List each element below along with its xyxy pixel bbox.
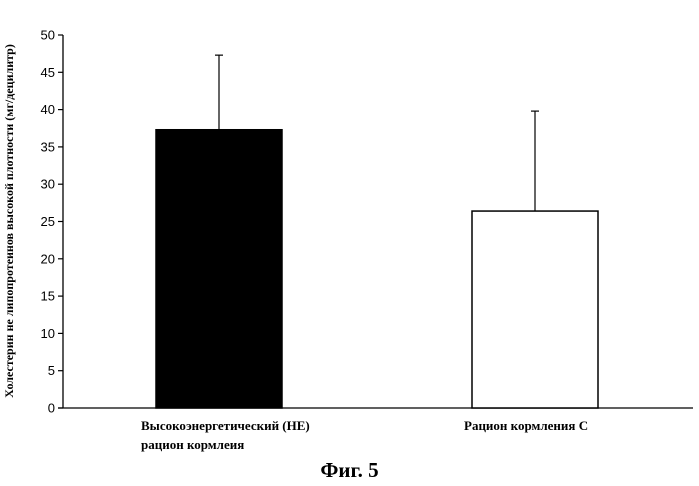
y-tick-label: 10 xyxy=(41,326,55,341)
y-tick-label: 25 xyxy=(41,214,55,229)
y-tick-label: 50 xyxy=(41,28,55,43)
plot-area: 0 5 10 15 20 25 30 35 40 45 50 Высокоэнергетический… xyxy=(2,28,693,453)
y-tick-label: 45 xyxy=(41,65,55,80)
bar-chart: 0 5 10 15 20 25 30 35 40 45 50 Высокоэнергетический… xyxy=(0,0,699,456)
y-tick-label: 5 xyxy=(48,363,55,378)
y-tick-label: 0 xyxy=(48,401,55,416)
bar xyxy=(156,130,282,408)
figure-caption: Фиг. 5 xyxy=(0,458,699,483)
y-tick-label: 20 xyxy=(41,251,55,266)
y-tick-label: 15 xyxy=(41,289,55,304)
y-tick-label: 30 xyxy=(41,177,55,192)
y-axis-title: Холестерин не липопротеинов высокой плот… xyxy=(2,44,16,398)
category-label: рацион кормлеия xyxy=(141,437,244,452)
y-tick-label: 35 xyxy=(41,139,55,154)
category-label: Рацион кормления С xyxy=(464,418,588,433)
bar xyxy=(472,211,598,408)
y-tick-label: 40 xyxy=(41,102,55,117)
category-label: Высокоэнергетический (НЕ) xyxy=(141,418,310,433)
